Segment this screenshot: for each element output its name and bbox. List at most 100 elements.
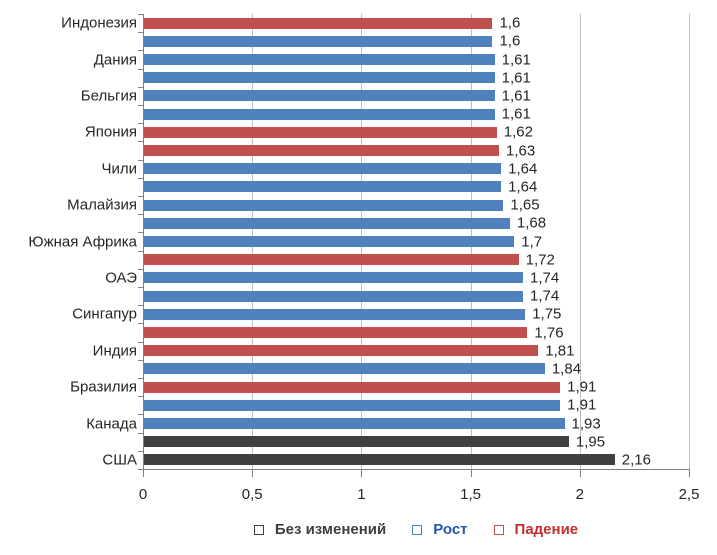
bar-row-2 [143,35,493,47]
legend-marker-growth-icon [412,524,423,535]
bar-row-22 [143,399,561,411]
x-axis-tick [579,469,581,477]
bar-США [143,454,615,466]
bar-value-label: 1,72 [525,251,555,269]
y-axis-tick [138,214,143,216]
y-axis-tick [138,159,143,161]
x-axis-tick-label: 1,5 [460,486,482,503]
bar-Малайзия [143,199,504,211]
chart-legend: Без изменений Рост Падение [143,521,689,538]
y-axis-tick [138,396,143,398]
bar-ОАЭ [143,272,524,284]
bar-value-label: 1,91 [567,396,597,414]
bar-row-20 [143,363,545,375]
x-axis-tick-label: 0 [138,486,148,503]
y-axis-tick [138,414,143,416]
bar-value-label: 1,61 [501,69,531,87]
category-label: Бразилия [70,378,137,396]
bar-Южная Африка [143,236,515,247]
legend-item-fall: Падение [493,521,579,538]
bar-value-label: 1,61 [501,105,531,123]
bar-Индонезия [143,17,493,29]
y-axis-tick [138,305,143,307]
category-label: ОАЭ [105,269,137,287]
y-axis-tick [138,450,143,452]
bar-value-label: 1,74 [530,287,560,305]
x-axis-tick [689,469,690,477]
bar-row-4 [143,72,495,84]
bar-value-label: 1,91 [567,378,597,396]
bar-value-label: 1,64 [508,178,538,196]
bar-value-label: 1,64 [508,160,538,178]
x-axis-tick-label: 2,5 [678,486,700,503]
x-axis-tick [470,469,472,477]
y-axis-tick [138,232,143,234]
bar-value-label: 1,6 [499,32,521,50]
bar-value-label: 1,61 [501,51,531,68]
y-axis-tick [138,287,143,288]
category-label: Малайзия [67,196,137,214]
bar-row-24 [143,436,569,448]
y-axis-tick [138,469,143,470]
bar-Дания [143,54,495,65]
bar-row-6 [143,108,495,120]
y-axis-tick [138,14,143,15]
x-axis-line [143,469,690,470]
category-label: Бельгия [80,87,137,105]
bar-value-label: 1,7 [521,233,543,250]
bar-value-label: 1,95 [575,433,606,451]
y-axis-tick [138,250,143,252]
category-label: Сингапур [72,305,137,323]
legend-label-no-change: Без изменений [274,521,387,538]
bar-Сингапур [143,308,526,320]
bar-Канада [143,418,565,429]
legend-label-growth: Рост [433,521,468,538]
bar-value-label: 1,63 [505,142,536,159]
bar-row-14 [143,254,519,266]
y-axis-tick [138,378,143,379]
y-axis-tick [138,196,143,197]
gridline [579,14,581,469]
bar-value-label: 1,76 [534,324,564,341]
y-axis-tick [138,177,143,179]
category-label: США [102,451,137,469]
bar-row-12 [143,217,510,229]
bar-value-label: 1,75 [532,305,562,323]
bar-value-label: 2,16 [621,451,651,469]
bar-Чили [143,163,502,175]
bar-value-label: 1,68 [516,214,547,232]
y-axis-line [143,14,144,469]
bar-row-16 [143,290,524,302]
bar-row-8 [143,145,499,156]
x-axis-tick [361,469,363,477]
y-axis-tick [138,341,143,343]
category-label: Япония [84,123,137,141]
bar-Бельгия [143,90,495,102]
bar-value-label: 1,65 [510,196,540,214]
x-axis-tick [252,469,254,477]
y-axis-tick [138,323,143,325]
y-axis-tick [138,268,143,270]
y-axis-tick [138,105,143,106]
bar-value-label: 1,62 [503,123,533,141]
y-axis-tick [138,359,143,361]
bar-value-label: 1,74 [530,269,560,287]
category-label: Чили [101,160,137,178]
legend-marker-no-change-icon [253,524,264,535]
y-axis-tick [138,432,143,434]
legend-marker-fall-icon [493,524,504,535]
bar-Бразилия [143,381,561,393]
legend-label-fall: Падение [514,521,579,538]
category-label: Индия [92,342,137,360]
bar-value-label: 1,61 [501,87,531,105]
legend-item-growth: Рост [412,521,468,538]
bar-row-10 [143,181,502,193]
gridline [689,14,690,469]
category-label: Канада [86,415,137,432]
bar-value-label: 1,6 [499,14,521,32]
bar-Япония [143,126,497,138]
legend-item-no-change: Без изменений [253,521,387,538]
bar-Индия [143,345,539,357]
bar-value-label: 1,93 [571,415,601,432]
